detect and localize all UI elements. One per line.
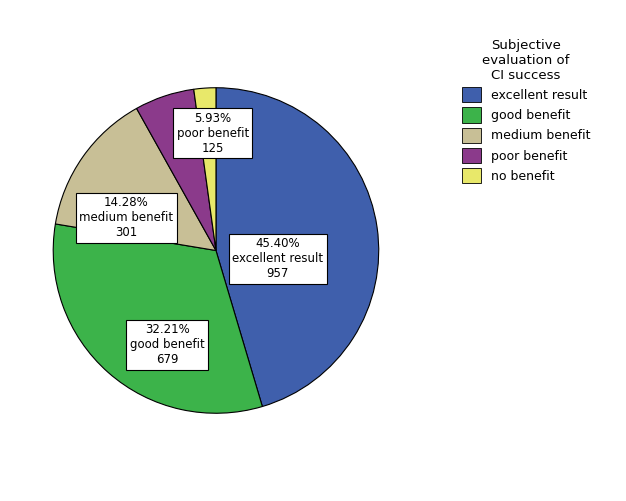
Text: 32.21%
good benefit
679: 32.21% good benefit 679 [130,324,205,366]
Legend: excellent result, good benefit, medium benefit, poor benefit, no benefit: excellent result, good benefit, medium b… [456,33,597,190]
Wedge shape [193,88,216,250]
Wedge shape [136,89,216,250]
Wedge shape [216,88,379,406]
Wedge shape [55,108,216,250]
Text: 5.93%
poor benefit
125: 5.93% poor benefit 125 [177,112,249,155]
Wedge shape [53,224,262,413]
Text: 14.28%
medium benefit
301: 14.28% medium benefit 301 [80,196,173,239]
Text: 45.40%
excellent result
957: 45.40% excellent result 957 [232,237,324,280]
